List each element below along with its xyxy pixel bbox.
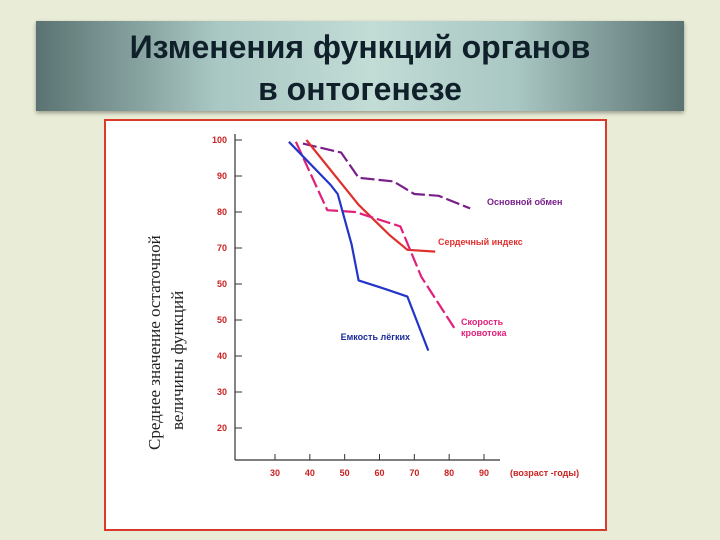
x-tick-label: 30: [270, 468, 280, 478]
series-label-1: Основной обмен: [487, 197, 562, 207]
y-tick-label: 80: [217, 207, 227, 217]
y-tick-label: 20: [217, 423, 227, 433]
series-lines: [288, 139, 471, 351]
axes: [234, 134, 500, 461]
y-tick-label: 70: [217, 243, 227, 253]
y-tick-label: 50: [217, 279, 227, 289]
x-tick-label: 50: [340, 468, 350, 478]
y-tick-label: 50: [217, 315, 227, 325]
series-label-3: кровотока: [461, 328, 507, 338]
x-tick-label: 40: [305, 468, 315, 478]
x-tick-label: 80: [444, 468, 454, 478]
title-banner: Изменения функций органов в онтогенезе: [36, 21, 684, 111]
y-axis-label-line-1: Среднее значение остаточной: [145, 235, 164, 450]
series-line-3: [294, 141, 458, 332]
chart-frame: [104, 119, 607, 531]
page-title-line-1: Изменения функций органов: [129, 29, 591, 65]
y-tick-label: 100: [212, 135, 227, 145]
series-label-3: Скорость: [461, 317, 504, 327]
series-label-4: Емкость лёгких: [341, 332, 410, 342]
series-line-2: [305, 139, 436, 253]
y-tick-label: 40: [217, 351, 227, 361]
y-tick-label: 90: [217, 171, 227, 181]
series-labels: Основной обмен Сердечный индекс Скоростькр…: [341, 197, 563, 342]
tick-labels: 20 30 40 50 50 70 80 90 100 30 40 50 60 70 80 90: [212, 135, 489, 478]
series-label-2: Сердечный индекс: [438, 237, 523, 247]
series-line-4: [288, 141, 430, 351]
x-tick-label: 90: [479, 468, 489, 478]
x-tick-label: 70: [409, 468, 419, 478]
y-tick-label: 30: [217, 387, 227, 397]
y-axis-label: Среднее значение остаточной величины фун…: [145, 235, 187, 450]
y-axis-label-line-2: величины функций: [168, 291, 187, 430]
page-title-line-2: в онтогенезе: [258, 71, 462, 107]
x-axis-label: (возраст -годы): [510, 468, 579, 478]
x-tick-label: 60: [374, 468, 384, 478]
series-line-1: [302, 142, 471, 210]
